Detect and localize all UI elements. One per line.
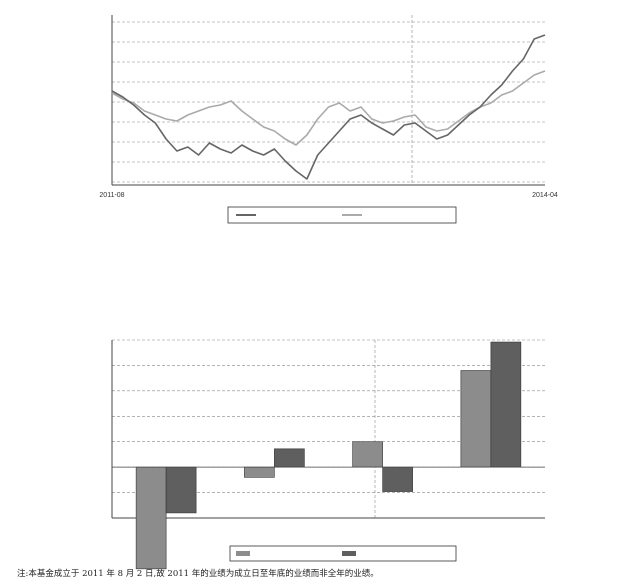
line-chart-x-ticks: 2011-08 2014-04 [99,192,558,199]
legend-swatch-bar-series-2 [342,551,356,556]
line-chart-x-tick-label: 2011-08 [99,192,124,199]
bar-2-group-1 [165,466,197,514]
line-chart-legend [227,206,457,224]
bar-1-group-2 [244,466,275,478]
bar-1-group-1 [135,466,167,570]
bar-2-group-2 [274,448,305,468]
line-series-2 [111,70,546,146]
line-chart: 2011-08 2014-04 [99,15,558,224]
bar-chart-bars [112,341,545,570]
line-series-1 [111,34,546,180]
line-chart-x-tick-label: 2014-04 [532,192,558,199]
bar-2-group-4 [490,341,522,468]
bar-chart-note: 注:本基金成立于 2011 年 8 月 2 日,故 2011 年的业绩为成立日至… [17,569,379,579]
line-chart-series [111,34,546,180]
bar-1-group-4 [460,370,492,468]
bar-1-group-3 [352,441,383,468]
bar-chart [111,339,545,570]
line-chart-grid [112,15,545,185]
bar-chart-legend [229,545,457,562]
bar-2-group-3 [382,466,413,492]
legend-swatch-bar-series-1 [236,551,250,556]
